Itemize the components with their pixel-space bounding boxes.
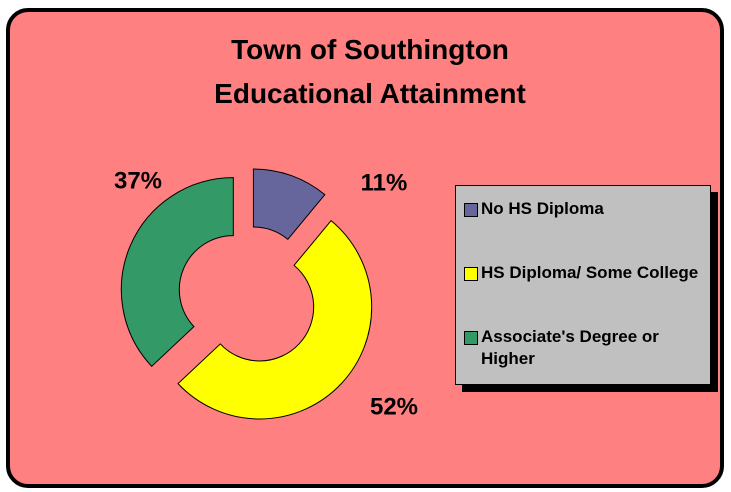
- legend-swatch: [464, 203, 478, 217]
- legend-swatch: [464, 331, 478, 345]
- legend: No HS Diploma HS Diploma/ Some College Ass…: [455, 185, 711, 385]
- legend-label: Associate's Degree or Higher: [481, 327, 659, 368]
- legend-item: HS Diploma/ Some College: [464, 262, 703, 284]
- data-label: 37%: [114, 167, 162, 194]
- data-label: 11%: [361, 169, 408, 196]
- legend-item: No HS Diploma: [464, 198, 703, 220]
- doughnut-segment: [120, 177, 234, 368]
- chart-title: Town of Southington Educational Attainme…: [214, 34, 526, 109]
- legend-label: HS Diploma/ Some College: [481, 263, 699, 282]
- legend-swatch: [464, 267, 478, 281]
- doughnut-segment: [177, 219, 373, 420]
- doughnut-segment: [252, 168, 326, 241]
- legend-label: No HS Diploma: [481, 199, 604, 218]
- legend-item: Associate's Degree or Higher: [464, 326, 703, 370]
- data-label: 52%: [370, 393, 418, 420]
